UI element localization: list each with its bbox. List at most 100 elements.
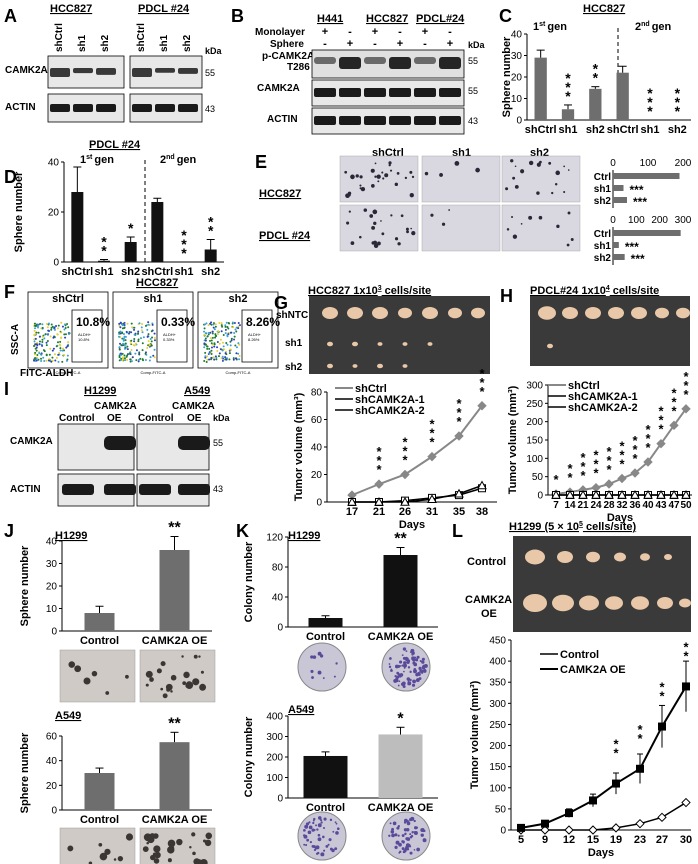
flow-event (130, 339, 133, 342)
y-tick-label: 0 (277, 623, 283, 634)
sphere-dot (363, 208, 368, 212)
colony (329, 847, 333, 851)
sphere-sign: - (423, 38, 427, 50)
flow-event (135, 349, 138, 352)
flow-event (126, 345, 129, 348)
y-tick-label: 0 (316, 498, 322, 509)
sphere (105, 691, 110, 695)
panel-i-bands (62, 436, 210, 495)
colony (407, 666, 411, 669)
flow-event (33, 353, 36, 356)
significance-mark: * (683, 387, 689, 402)
flow-event (125, 355, 128, 358)
tumor (448, 307, 462, 319)
y-tick-label: 100 (489, 783, 506, 794)
panel-d-gen2: 2nd gen (160, 154, 197, 166)
series-line (520, 685, 687, 829)
y-tick-label: 120 (266, 533, 283, 544)
flow-event (126, 348, 129, 351)
flow-event (51, 325, 54, 328)
flow-event (238, 343, 241, 346)
colony (322, 835, 325, 839)
sphere-dot (394, 237, 399, 241)
flow-event (37, 331, 40, 334)
colony (335, 662, 338, 665)
colony (322, 677, 325, 679)
flow-plot-frame (197, 291, 279, 369)
monolayer-sign: - (448, 26, 452, 38)
sphere-dot (538, 161, 542, 164)
flow-event (220, 322, 223, 325)
y-tick-label: 0 (51, 806, 57, 817)
colony (401, 654, 404, 656)
tumor (614, 552, 626, 562)
category-label: sh1 (594, 241, 612, 252)
flow-event (151, 323, 154, 326)
sphere-dot (359, 235, 362, 239)
panel-letter-l: L (452, 521, 463, 541)
panel-l-tumor-photo (513, 536, 691, 632)
significance-mark: * (593, 61, 599, 77)
sphere (170, 674, 177, 681)
flow-x-axis-small: Comp-FITC-A (226, 370, 251, 375)
panel-g-row-sh1: sh1 (285, 338, 303, 349)
colony (388, 834, 391, 837)
flow-event (237, 327, 240, 330)
category-label: sh2 (586, 124, 605, 136)
sphere-dot (390, 214, 393, 217)
panel-j-sphere-images (59, 649, 216, 864)
y-tick-label: 40 (48, 158, 60, 169)
sphere-dot (384, 173, 389, 178)
flow-event (206, 347, 209, 350)
sphere (74, 665, 82, 673)
category-label: sh1 (559, 124, 578, 136)
flow-event (35, 349, 38, 352)
bar (308, 618, 343, 627)
flow-event (147, 323, 150, 326)
significance-mark: * (619, 439, 625, 454)
flow-event (49, 335, 52, 338)
colony (411, 831, 414, 834)
flow-event (66, 345, 69, 348)
gate-percentage: 0.33% (161, 315, 195, 329)
panel-j-sub-a549: A549 (55, 710, 81, 722)
legend-label: shCtrl (355, 383, 387, 395)
panel-a-group-hcc827: HCC827 (50, 3, 92, 15)
flow-event (230, 331, 233, 334)
sphere (125, 674, 129, 679)
panel-b-marker-43: 43 (468, 116, 478, 126)
flow-event (137, 338, 140, 341)
flow-event (144, 352, 147, 355)
flow-event (224, 332, 227, 335)
tumor (679, 598, 691, 608)
flow-event (223, 348, 226, 351)
sphere (183, 671, 190, 679)
tumor (322, 307, 338, 319)
panel-letter-k: K (236, 521, 249, 541)
sphere-dot (439, 173, 443, 177)
flow-event (64, 333, 67, 336)
sphere (181, 655, 184, 658)
flow-event (218, 342, 221, 345)
significance-mark: * (402, 444, 408, 459)
x-tick-label: 9 (542, 834, 548, 846)
flow-event (56, 341, 59, 344)
flow-event (220, 330, 223, 333)
flow-event (233, 335, 236, 338)
y-tick-label: 60 (46, 732, 58, 743)
panel-i-lane-oe-1: OE (107, 413, 122, 424)
flow-event (47, 322, 50, 325)
flow-x-axis-small: Comp-FITC-A (56, 370, 81, 375)
data-point (454, 488, 464, 498)
flow-event (137, 358, 140, 361)
tumor (586, 551, 600, 563)
flow-event (238, 324, 241, 327)
y-tick-label: 350 (489, 678, 506, 689)
colony (406, 821, 411, 826)
sphere (125, 833, 134, 841)
colony (388, 665, 392, 669)
sphere-dot (538, 215, 543, 220)
flow-event (126, 353, 129, 356)
sphere-dot (454, 161, 460, 166)
